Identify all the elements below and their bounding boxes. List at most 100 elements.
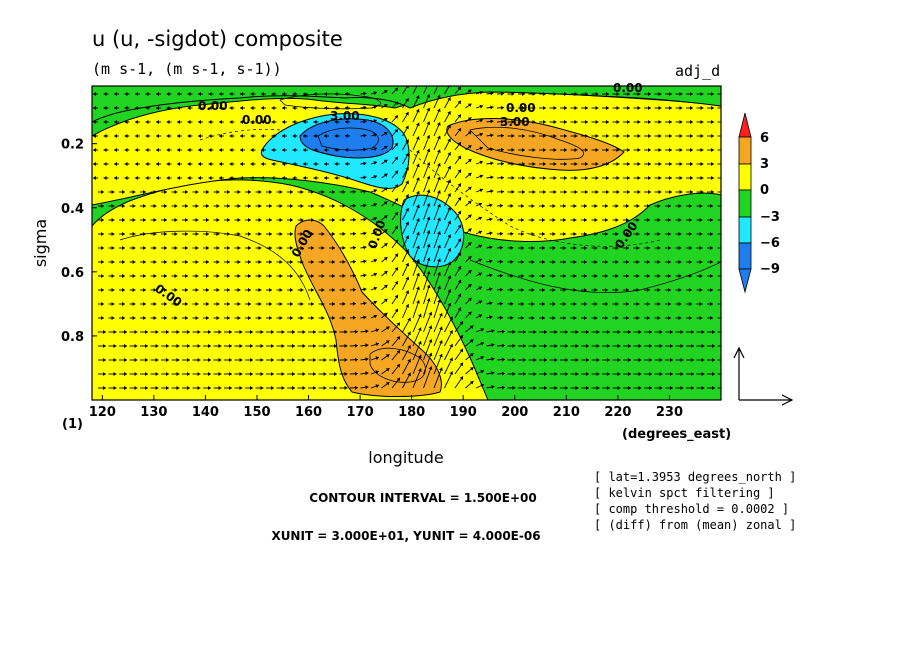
wind-vector-head	[187, 344, 190, 348]
wind-vector-head	[323, 372, 327, 376]
wind-vector-head	[605, 260, 608, 264]
wind-vector-head	[637, 134, 641, 138]
wind-vector-head	[302, 358, 306, 362]
wind-vector-head	[145, 372, 148, 376]
wind-vector-head	[405, 221, 409, 226]
wind-vector-head	[437, 217, 441, 222]
wind-vector-head	[321, 218, 325, 222]
wind-vector	[433, 86, 439, 95]
wind-vector-head	[216, 302, 220, 306]
wind-vector-head	[365, 329, 369, 334]
wind-vector-head	[500, 175, 504, 180]
wind-vector-head	[416, 231, 420, 236]
wind-vector-head	[447, 111, 451, 115]
wind-vector-head	[670, 372, 673, 376]
wind-vector-head	[93, 92, 96, 96]
wind-vector-head	[563, 204, 566, 208]
wind-vector-head	[573, 246, 577, 250]
x-tick-label: 210	[553, 405, 580, 420]
wind-vector-head	[176, 386, 180, 390]
wind-vector-head	[584, 218, 587, 222]
wind-vector-head	[657, 246, 661, 250]
wind-vector-head	[342, 231, 346, 236]
wind-vector-head	[615, 232, 619, 236]
wind-vector-head	[627, 190, 630, 194]
wind-vector-head	[447, 193, 451, 197]
wind-vector-head	[145, 148, 149, 152]
wind-vector-head	[648, 106, 651, 110]
contour-label: 0.00	[613, 81, 643, 95]
wind-vector-head	[500, 119, 504, 124]
wind-vector-head	[342, 189, 346, 194]
wind-vector-head	[313, 386, 316, 390]
wind-vector-head	[647, 218, 650, 222]
colorbar-label: −6	[760, 236, 780, 251]
wind-vector-head	[499, 315, 503, 320]
wind-vector-head	[132, 316, 136, 320]
wind-vector-head	[533, 330, 537, 334]
wind-vector-head	[345, 175, 349, 180]
wind-vector-head	[544, 358, 547, 362]
wind-vector-head	[510, 231, 514, 236]
wind-vector-head	[522, 148, 525, 152]
wind-vector-head	[208, 106, 212, 110]
wind-vector-head	[132, 260, 136, 264]
wind-vector-head	[447, 152, 451, 156]
wind-vector-head	[352, 245, 356, 250]
wind-vector-head	[616, 162, 620, 166]
wind-vector-head	[575, 330, 579, 334]
region-orange-lower	[294, 219, 442, 397]
wind-vector-head	[156, 120, 159, 124]
wind-vector-head	[689, 316, 692, 320]
wind-vector-head	[606, 162, 609, 166]
wind-vector-head	[206, 274, 209, 278]
wind-vector-head	[156, 106, 159, 110]
wind-vector-head	[195, 190, 199, 194]
wind-vector-head	[363, 301, 367, 306]
wind-vector-head	[311, 232, 314, 236]
wind-vector-head	[216, 246, 220, 250]
wind-vector-head	[553, 190, 557, 194]
wind-vector-head	[407, 317, 411, 322]
wind-vector-head	[616, 176, 620, 180]
wind-vector-head	[373, 161, 377, 165]
wind-vector-head	[605, 246, 608, 250]
wind-vector-head	[627, 162, 630, 166]
wind-vector-head	[101, 288, 104, 292]
wind-vector-head	[647, 302, 650, 306]
wind-vector-head	[166, 106, 170, 110]
wind-vector-head	[521, 246, 524, 250]
wind-vector-head	[122, 316, 125, 320]
wind-vector	[412, 86, 418, 95]
wind-vector-head	[282, 176, 285, 180]
wind-vector-head	[218, 358, 222, 362]
wind-vector-head	[324, 92, 327, 96]
wind-vector-head	[405, 98, 409, 102]
wind-vector-head	[271, 372, 274, 376]
wind-vector-head	[510, 259, 514, 264]
wind-vector-head	[626, 218, 629, 222]
wind-vector-head	[124, 386, 127, 390]
wind-vector-head	[166, 92, 170, 96]
wind-vector-head	[375, 384, 379, 388]
wind-vector-head	[229, 330, 232, 334]
wind-vector-head	[132, 274, 136, 278]
wind-vector-head	[626, 246, 629, 250]
wind-vector-head	[352, 287, 356, 292]
wind-vector-head	[383, 159, 388, 164]
wind-vector-head	[657, 204, 661, 208]
wind-vector-head	[678, 302, 682, 306]
wind-vector-head	[237, 288, 241, 292]
wind-vector-head	[332, 218, 335, 222]
wind-vector-head	[248, 232, 251, 236]
wind-vector-head	[229, 162, 233, 166]
wind-vector	[433, 326, 443, 347]
wind-vector-head	[237, 260, 241, 264]
wind-vector-head	[342, 301, 346, 306]
wind-vector-head	[198, 134, 201, 138]
wind-vector-head	[478, 272, 482, 277]
wind-vector-head	[258, 302, 262, 306]
wind-vector	[444, 86, 450, 95]
wind-vector-head	[523, 386, 526, 390]
wind-vector-head	[164, 288, 167, 292]
